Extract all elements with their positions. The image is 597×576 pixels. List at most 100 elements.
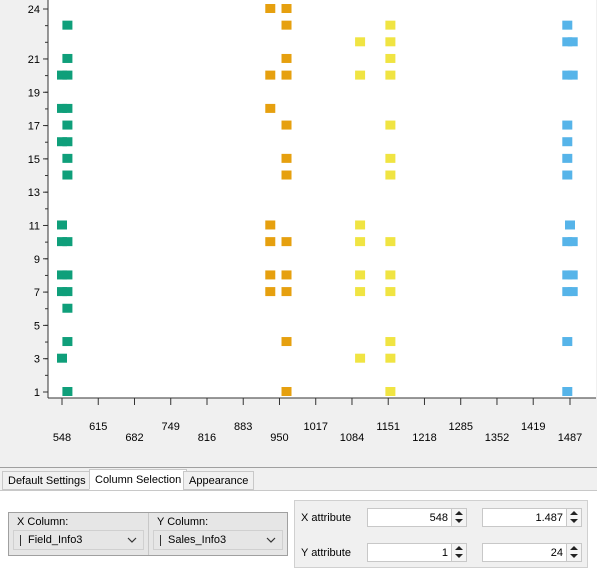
y-column-label: Y Column: (157, 516, 209, 528)
data-point-yellow (385, 70, 396, 80)
data-point-blue (562, 120, 573, 130)
arrow-down-icon[interactable] (455, 519, 463, 523)
y-tick-label: 3 (34, 354, 40, 366)
data-point-blue (567, 237, 578, 247)
data-point-yellow (355, 237, 366, 247)
arrow-up-icon[interactable] (570, 546, 578, 550)
plot-area[interactable] (48, 0, 596, 398)
x-tick-label: 1487 (558, 432, 582, 444)
data-point-green (62, 387, 73, 396)
x-tick-label: 1151 (376, 421, 400, 433)
arrow-down-icon[interactable] (455, 554, 463, 558)
tab-bar: Default Settings Column Selection Appear… (0, 469, 597, 491)
x-tick-label: 1084 (340, 432, 364, 444)
data-point-orange (281, 4, 292, 13)
x-tick-label: 1352 (485, 432, 509, 444)
data-point-green (57, 270, 67, 280)
data-point-blue (562, 170, 573, 180)
y-tick-label: 11 (29, 220, 40, 232)
data-point-yellow (385, 170, 396, 180)
tab-default-settings[interactable]: Default Settings (2, 471, 92, 490)
data-point-green (62, 303, 73, 313)
x-tick-label: 950 (270, 432, 288, 444)
data-point-blue (562, 287, 573, 297)
y-tick-label: 9 (34, 254, 40, 266)
spinner-arrows[interactable] (451, 544, 466, 561)
data-point-blue (562, 270, 573, 280)
column-type-icon (160, 535, 161, 546)
arrow-up-icon[interactable] (455, 546, 463, 550)
data-point-green (57, 70, 67, 80)
arrow-up-icon[interactable] (570, 511, 578, 515)
data-point-yellow (385, 20, 396, 30)
y-tick-label: 24 (28, 4, 40, 16)
x-max-input[interactable] (483, 509, 581, 526)
data-point-blue (562, 37, 573, 47)
y-min-input[interactable] (368, 544, 466, 561)
y-tick-label: 19 (28, 87, 40, 99)
y-tick-label: 15 (28, 154, 40, 166)
scatter-chart: 1357911131517192124548615682749816883950… (28, 0, 596, 444)
data-point-blue (562, 20, 573, 30)
x-column-value: Field_Info3 (28, 534, 83, 546)
data-point-orange (265, 270, 276, 280)
x-min-spinner[interactable] (367, 508, 467, 527)
x-min-input[interactable] (368, 509, 466, 526)
y-tick-label: 21 (28, 54, 40, 66)
data-point-blue (562, 153, 573, 163)
arrow-down-icon[interactable] (570, 519, 578, 523)
spinner-arrows[interactable] (451, 509, 466, 526)
data-point-blue (567, 70, 578, 80)
data-point-green (62, 237, 73, 247)
y-column-dropdown[interactable]: Sales_Info3 (153, 530, 283, 550)
y-attribute-label: Y attribute (301, 547, 351, 559)
data-point-green (62, 337, 73, 347)
y-tick-label: 7 (34, 287, 40, 299)
data-point-green (57, 237, 67, 247)
data-point-green (62, 287, 73, 297)
data-point-yellow (385, 53, 396, 63)
data-point-orange (281, 20, 292, 30)
data-point-orange (281, 170, 292, 180)
data-point-orange (265, 287, 276, 297)
arrow-down-icon[interactable] (570, 554, 578, 558)
data-point-yellow (385, 287, 396, 297)
data-point-yellow (385, 120, 396, 130)
x-max-spinner[interactable] (482, 508, 582, 527)
x-tick-label: 749 (162, 421, 180, 433)
spinner-arrows[interactable] (566, 544, 581, 561)
tab-column-selection[interactable]: Column Selection (89, 469, 188, 490)
y-tick-label: 5 (34, 320, 40, 332)
data-point-blue (567, 287, 578, 297)
data-point-yellow (355, 37, 366, 47)
x-tick-label: 1218 (412, 432, 436, 444)
y-max-input[interactable] (483, 544, 581, 561)
x-column-dropdown[interactable]: Field_Info3 (13, 530, 144, 550)
data-point-green (57, 353, 67, 363)
data-point-green (62, 120, 73, 130)
y-tick-label: 17 (28, 121, 40, 133)
tab-appearance[interactable]: Appearance (183, 471, 255, 490)
y-max-spinner[interactable] (482, 543, 582, 562)
data-point-orange (281, 387, 292, 396)
data-point-green (62, 137, 73, 147)
data-point-orange (281, 153, 292, 163)
data-point-green (62, 270, 73, 280)
data-point-orange (265, 70, 276, 80)
y-tick-label: 1 (34, 387, 40, 399)
x-column-label: X Column: (17, 516, 69, 528)
data-point-yellow (355, 270, 366, 280)
data-point-blue (567, 37, 578, 47)
spinner-arrows[interactable] (566, 509, 581, 526)
x-tick-label: 1285 (448, 421, 472, 433)
x-column-section: X Column: Field_Info3 (9, 513, 149, 555)
y-min-spinner[interactable] (367, 543, 467, 562)
x-tick-label: 682 (125, 432, 143, 444)
data-point-green (62, 53, 73, 63)
x-attribute-label: X attribute (301, 512, 352, 524)
data-point-orange (265, 237, 276, 247)
arrow-up-icon[interactable] (455, 511, 463, 515)
plot-frame: 1 3 5 7 9 11 13 15 17 19 21 24 548 615 682 749 816 883 950… (0, 0, 597, 468)
data-point-green (57, 287, 67, 297)
data-point-green (62, 103, 73, 113)
